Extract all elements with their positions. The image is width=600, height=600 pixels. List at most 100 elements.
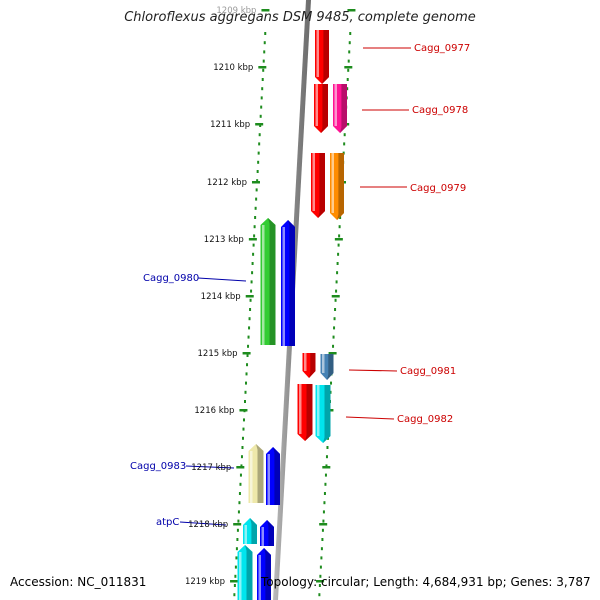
scale-tick (248, 238, 257, 241)
scale-tick-label: 1216 kbp (194, 406, 234, 416)
scale-tick-label: 1214 kbp (201, 292, 241, 302)
gene-arrow-cagg0978[interactable] (333, 84, 347, 133)
strand-dot (238, 492, 241, 495)
strand-dot (349, 32, 352, 35)
strand-dot (318, 584, 321, 587)
scale-tick (245, 295, 254, 298)
strand-dot (247, 344, 250, 348)
scale-tick (344, 66, 353, 69)
gene-label-cagg0983[interactable]: Cagg_0983 (130, 461, 186, 472)
scale-tick (322, 466, 331, 469)
strand-dot (255, 197, 258, 201)
strand-dot (239, 482, 242, 486)
strand-dot (255, 188, 258, 192)
gene-arrow-unlabeled[interactable] (281, 220, 295, 346)
gene-arrow-cagg0980[interactable] (260, 218, 276, 345)
strand-dot (246, 363, 249, 367)
gene-label-cagg0977[interactable]: Cagg_0977 (414, 43, 470, 54)
strand-dot (251, 271, 254, 275)
scale-tick (319, 523, 328, 526)
gene-label-atpC[interactable]: atpC (156, 517, 179, 528)
strand-dot (321, 528, 324, 532)
strand-dot (335, 289, 338, 293)
scale-tick-label: 1211 kbp (210, 120, 250, 130)
strand-dot (336, 271, 339, 275)
gene-arrow-cagg0977[interactable] (297, 384, 313, 441)
strand-dot (343, 133, 346, 137)
strand-dot (346, 78, 349, 81)
strand-dot (324, 473, 327, 477)
strand-dot (252, 252, 255, 256)
strand-dot (348, 41, 351, 45)
strand-dot (236, 528, 239, 532)
strand-dot (324, 482, 327, 486)
gene-label-cagg0981[interactable]: Cagg_0981 (400, 366, 456, 377)
gene-arrow-unlabeled[interactable] (266, 447, 280, 505)
strand-dot (335, 280, 338, 284)
strand-dot (242, 418, 245, 422)
strand-dot (237, 519, 240, 523)
strand-dot (235, 556, 238, 560)
strand-dot (258, 133, 261, 137)
strand-dot (247, 335, 250, 339)
strand-dot (319, 565, 322, 569)
gene-arrow-cagg0983[interactable] (248, 444, 264, 503)
strand-dot (256, 179, 259, 183)
strand-dot (337, 252, 340, 256)
gene-arrow-cagg0977[interactable] (314, 84, 328, 133)
gene-label-cagg0982[interactable]: Cagg_0982 (397, 414, 453, 425)
gene-arrow-cagg0981[interactable] (302, 353, 316, 378)
gene-arrow-cagg0977[interactable] (315, 30, 329, 84)
scale-tick (258, 66, 267, 69)
strand-dot (323, 492, 326, 495)
strand-dot (329, 390, 332, 394)
strand-dot (239, 473, 242, 477)
gene-label-cagg0980[interactable]: Cagg_0980 (143, 273, 199, 284)
gene-arrow-cagg0981[interactable] (320, 354, 334, 380)
strand-dot (320, 547, 323, 551)
label-leader-line (179, 521, 227, 526)
strand-dot (348, 50, 351, 54)
gene-arrow-cagg0982[interactable] (315, 385, 331, 443)
strand-dot (264, 32, 267, 35)
gene-arrow-unlabeled[interactable] (257, 548, 271, 600)
strand-dot (241, 446, 244, 449)
strand-dot (244, 390, 247, 394)
scale-tick-label: 1218 kbp (188, 520, 228, 530)
scale-tick (242, 352, 251, 355)
gene-arrow-cagg0979[interactable] (330, 153, 344, 220)
strand-dot (262, 68, 265, 72)
strand-dot (234, 565, 237, 569)
strand-dot (250, 280, 253, 284)
strand-dot (249, 308, 252, 311)
genome-title: Chloroflexus aggregans DSM 9485, complet… (124, 10, 476, 25)
strand-dot (233, 593, 236, 597)
gene-arrow-atpC[interactable] (237, 545, 253, 600)
gene-label-cagg0978[interactable]: Cagg_0978 (412, 105, 468, 116)
accession-text: Accession: NC_011831 (10, 575, 147, 589)
strand-dot (339, 216, 342, 219)
strand-dot (325, 464, 328, 468)
scale-tick (261, 9, 270, 12)
scale-tick (334, 238, 343, 241)
strand-dot (334, 308, 337, 311)
strand-dot (260, 96, 263, 100)
strand-dot (245, 381, 248, 385)
strand-dot (326, 446, 329, 449)
strand-dot (254, 206, 257, 210)
gene-label-cagg0979[interactable]: Cagg_0979 (410, 183, 466, 194)
strand-dot (237, 510, 240, 514)
gene-arrows (237, 30, 347, 600)
strand-dot (257, 160, 260, 164)
gene-arrow-cagg0977[interactable] (311, 153, 325, 218)
gene-arrow-atpC[interactable] (243, 518, 257, 544)
gene-arrow-unlabeled[interactable] (260, 520, 274, 546)
strand-dot (321, 538, 324, 541)
strand-dot (249, 298, 252, 302)
strand-dot (253, 234, 256, 238)
strand-dot (236, 538, 239, 541)
strand-dot (332, 344, 335, 348)
scale-tick (233, 523, 242, 526)
scale-tick (331, 295, 340, 298)
label-leader-line (348, 369, 398, 372)
